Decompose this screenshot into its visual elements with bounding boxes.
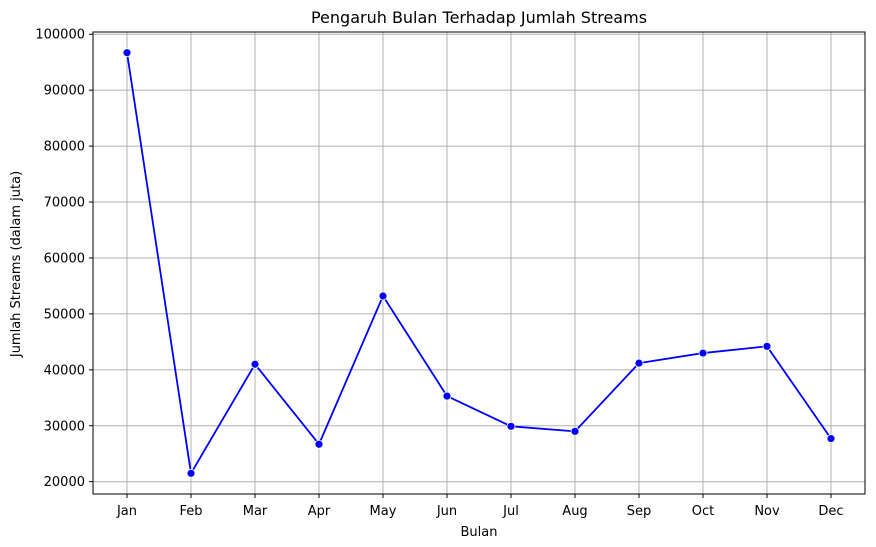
data-point [826,434,836,444]
x-axis-label: Bulan [461,525,498,540]
data-point [570,426,580,436]
data-point [506,421,516,431]
x-tick-label: Jul [502,504,519,519]
axis-ticks: Jan Feb Mar Apr May Jun Jul Aug Sep Oct Nov Dec 2000… [35,28,843,519]
y-tick-label: 50000 [44,307,85,322]
x-tick-label: Sep [627,504,652,519]
x-tick-label: Oct [692,504,714,519]
plot-area-frame [92,31,866,495]
y-tick-label: 80000 [44,140,85,155]
data-point [122,48,132,58]
x-tick-label: Dec [818,504,843,519]
data-point [634,358,644,368]
data-point [250,359,260,369]
x-tick-label: Jan [116,504,137,519]
x-tick-label: Aug [562,504,587,519]
data-markers [122,48,836,478]
x-tick-label: Apr [308,504,331,519]
y-tick-label: 20000 [44,475,85,490]
x-tick-label: Jun [436,504,457,519]
data-series [126,52,832,475]
data-point [186,468,196,478]
grid [93,32,865,494]
x-tick-label: May [370,504,397,519]
data-point [442,391,452,401]
y-axis-label: Jumlah Streams (dalam juta) [9,171,24,358]
y-tick-label: 90000 [44,84,85,99]
data-point [378,291,388,301]
y-tick-label: 100000 [35,28,85,43]
y-tick-label: 70000 [44,196,85,211]
data-point [314,439,324,449]
chart-title: Pengaruh Bulan Terhadap Jumlah Streams [311,8,647,27]
data-point [698,348,708,358]
x-tick-label: Nov [754,504,780,519]
x-tick-label: Feb [179,504,202,519]
data-point [762,341,772,351]
y-tick-label: 30000 [44,419,85,434]
series-line [126,52,832,475]
y-tick-label: 60000 [44,251,85,266]
x-tick-label: Mar [243,504,268,519]
y-tick-label: 40000 [44,363,85,378]
